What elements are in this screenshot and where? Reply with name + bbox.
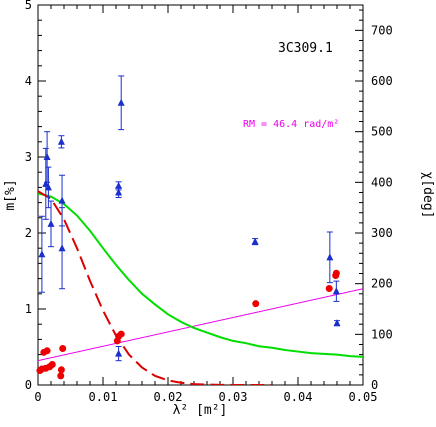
x-tick-label: 0.03: [219, 390, 248, 404]
x-tick-label: 0: [34, 390, 41, 404]
y-tick-label-right: 300: [371, 226, 393, 240]
polarization-point: [57, 366, 65, 374]
x-tick-label: 0.02: [154, 390, 183, 404]
chart-title: 3C309.1: [278, 41, 333, 56]
y-tick-label-right: 400: [371, 175, 393, 189]
angle-point: [57, 137, 65, 145]
y-tick-label-left: 3: [25, 150, 32, 164]
angle-point: [115, 181, 123, 189]
angle-point: [44, 183, 52, 191]
y-tick-label-left: 5: [25, 0, 32, 12]
angle-point: [251, 237, 259, 245]
polarization-point: [48, 360, 56, 368]
y-tick-label-right: 700: [371, 23, 393, 37]
y-tick-label-right: 500: [371, 125, 393, 139]
plot-frame: [37, 4, 364, 386]
depolarization-model-solid: [38, 192, 363, 358]
angle-point: [326, 253, 334, 261]
polarization-point: [252, 300, 260, 308]
angle-point: [38, 250, 46, 258]
angle-point: [115, 188, 123, 196]
angle-point: [58, 196, 66, 204]
axis-ticks: [37, 4, 364, 386]
y-tick-label-right: 0: [371, 378, 378, 392]
x-tick-label: 0.04: [284, 390, 313, 404]
depolarization-model-dashed: [38, 190, 273, 385]
angle-point: [333, 319, 341, 327]
angle-point: [332, 287, 340, 295]
y-tick-label-right: 200: [371, 277, 393, 291]
rm-fit-line: [38, 288, 363, 362]
y-tick-label-left: 4: [25, 74, 32, 88]
polarization-point: [325, 284, 333, 292]
polarization-point: [59, 345, 67, 353]
y-axis-label-right: χ[deg]: [420, 172, 435, 219]
x-axis-label: λ² [m²]: [173, 403, 228, 418]
model-curves: [38, 190, 363, 385]
y-tick-label-right: 600: [371, 74, 393, 88]
x-tick-label: 0.01: [89, 390, 118, 404]
angle-point: [47, 219, 55, 227]
angle-point: [115, 349, 123, 357]
angle-point: [58, 244, 66, 252]
polarization-point: [117, 330, 125, 338]
angle-point: [43, 153, 51, 160]
polarization-point: [57, 372, 65, 380]
y-tick-label-right: 100: [371, 327, 393, 341]
y-tick-label-left: 0: [25, 378, 32, 392]
polarization-point: [332, 269, 340, 277]
rm-annotation: RM = 46.4 rad/m²: [243, 119, 339, 130]
y-tick-label-left: 1: [25, 302, 32, 316]
polarization-point: [43, 347, 51, 355]
tick-labels: 0 0.01 0.02 0.03 0.04 0.050123450100200300400…: [25, 0, 393, 404]
data-markers: [36, 75, 341, 380]
x-tick-label: 0.05: [349, 390, 378, 404]
y-tick-label-left: 2: [25, 226, 32, 240]
angle-point: [117, 98, 125, 106]
y-axis-label-left: m[%]: [3, 179, 18, 210]
